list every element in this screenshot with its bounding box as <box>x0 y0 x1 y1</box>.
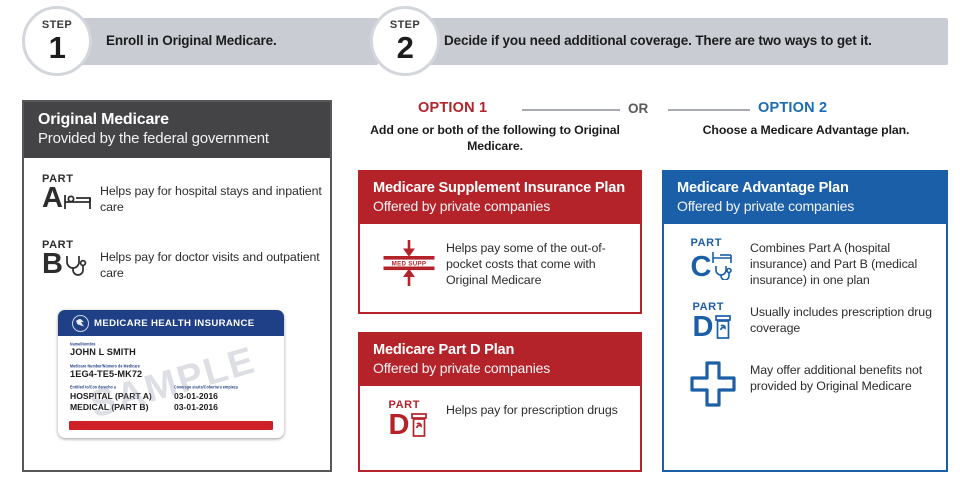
option-divider-left <box>522 109 620 111</box>
med-supp-gap-icon: MED SUPP <box>372 238 446 286</box>
advantage-part-c-description: Combines Part A (hospital insurance) and… <box>750 240 918 287</box>
part-b-letter: B <box>42 248 63 280</box>
original-medicare-panel: Original Medicare Provided by the federa… <box>22 100 332 472</box>
card-name-value: JOHN L SMITH <box>70 346 136 357</box>
card-row-name: MEDICAL (PART B) <box>70 402 149 413</box>
supplement-plan-box: Medicare Supplement Insurance Plan Offer… <box>358 170 642 314</box>
part-d-word: PART <box>388 398 421 411</box>
part-d-title: Medicare Part D Plan <box>373 342 515 358</box>
part-c-mark: PART C <box>676 236 750 283</box>
plus-cross-icon <box>676 360 750 408</box>
part-b-mark: PART B <box>32 239 100 280</box>
pill-bottle-icon <box>409 412 429 438</box>
card-name-label: Name/Nombre <box>70 341 96 348</box>
step-1-badge: STEP 1 <box>22 6 92 76</box>
part-b-row: PART B Helps pay for doctor vi <box>32 240 326 282</box>
part-a-word: PART <box>42 173 74 185</box>
part-a-description: Helps pay for hospital stays and inpatie… <box>100 184 322 214</box>
supplement-item-row: MED SUPP Helps pay some of the out-of-po… <box>360 224 640 288</box>
step-2-bar <box>408 18 948 65</box>
step-header: STEP 1 Enroll in Original Medicare. STEP… <box>0 0 960 86</box>
part-a-row: PART A Helps pay for hospital <box>32 174 326 216</box>
supplement-subtitle: Offered by private companies <box>373 197 551 214</box>
option-divider-right <box>668 109 750 111</box>
card-row-date: 03-01-2016 <box>174 402 218 413</box>
advantage-part-d-mark: PART D <box>676 300 750 344</box>
options-header: OPTION 1 OR OPTION 2 Add one or both of … <box>350 100 950 158</box>
card-coverage-label: Coverage starts/Cobertura empieza <box>174 384 238 391</box>
part-d-plan-box: Medicare Part D Plan Offered by private … <box>358 332 642 472</box>
card-red-stripe <box>69 421 273 430</box>
card-number-block: Medicare Number/Número de Medicare 1EG4-… <box>70 363 284 380</box>
medicare-card-banner: MEDICARE HEALTH INSURANCE <box>58 310 284 336</box>
card-coverage-row: HOSPITAL (PART A) 03-01-2016 <box>70 391 284 402</box>
option-or-label: OR <box>628 101 649 116</box>
medicare-card: MEDICARE HEALTH INSURANCE Name/Nombre JO… <box>58 310 284 438</box>
advantage-part-d-description: Usually includes prescription drug cover… <box>750 304 932 336</box>
step-1-text: Enroll in Original Medicare. <box>106 33 277 48</box>
supplement-description: Helps pay some of the out-of-pocket cost… <box>446 240 606 287</box>
advantage-extra-benefits-row: May offer additional benefits not provid… <box>664 340 946 408</box>
hospital-bed-icon <box>63 189 93 211</box>
step-1-label: STEP <box>41 18 73 31</box>
advantage-subtitle: Offered by private companies <box>677 197 855 214</box>
part-d-letter: D <box>388 408 410 441</box>
step-1-bar <box>60 18 378 65</box>
bed-stethoscope-icon <box>711 250 735 280</box>
original-medicare-title: Original Medicare <box>38 111 169 128</box>
card-coverage-row: MEDICAL (PART B) 03-01-2016 <box>70 402 284 413</box>
step-2-badge: STEP 2 <box>370 6 440 76</box>
stethoscope-icon <box>63 253 91 277</box>
original-medicare-header: Original Medicare Provided by the federa… <box>24 102 330 158</box>
part-c-letter: C <box>690 250 712 283</box>
option-1-subtitle: Add one or both of the following to Orig… <box>370 123 620 154</box>
step-2-text: Decide if you need additional coverage. … <box>444 33 872 48</box>
eagle-seal-icon <box>72 314 89 332</box>
option-2-subtitle: Choose a Medicare Advantage plan. <box>702 123 910 137</box>
part-d-description: Helps pay for prescription drugs <box>446 402 618 417</box>
step-1-number: 1 <box>48 29 66 65</box>
card-name-block: Name/Nombre JOHN L SMITH <box>70 341 284 358</box>
part-c-word: PART <box>690 236 723 249</box>
part-d-item-row: PART D <box>360 386 640 441</box>
part-a-mark: PART A <box>32 173 100 214</box>
step-2-number: 2 <box>396 29 414 65</box>
part-b-description: Helps pay for doctor visits and outpatie… <box>100 250 320 280</box>
advantage-plan-box: Medicare Advantage Plan Offered by priva… <box>662 170 948 472</box>
advantage-part-d-word: PART <box>692 300 725 313</box>
supplement-header: Medicare Supplement Insurance Plan Offer… <box>360 172 640 224</box>
supplement-title: Medicare Supplement Insurance Plan <box>373 180 625 196</box>
part-a-letter: A <box>42 182 63 214</box>
advantage-extra-benefits-description: May offer additional benefits not provid… <box>750 362 923 394</box>
part-d-mark: PART D <box>372 398 446 441</box>
medicare-card-title: MEDICARE HEALTH INSURANCE <box>94 317 255 329</box>
option-2-title: OPTION 2 <box>758 100 828 116</box>
advantage-header: Medicare Advantage Plan Offered by priva… <box>664 172 946 224</box>
card-row-name: HOSPITAL (PART A) <box>70 391 152 402</box>
advantage-part-c-row: PART C <box>664 224 946 288</box>
advantage-part-d-letter: D <box>692 311 714 344</box>
card-row-date: 03-01-2016 <box>174 391 218 402</box>
card-entitled-label: Entitled to/Con derecho a <box>70 384 117 391</box>
pill-bottle-icon <box>713 314 733 340</box>
medicare-card-body: Name/Nombre JOHN L SMITH Medicare Number… <box>58 336 284 426</box>
part-d-header: Medicare Part D Plan Offered by private … <box>360 334 640 386</box>
original-medicare-subtitle: Provided by the federal government <box>38 129 269 147</box>
step-2-label: STEP <box>389 18 421 31</box>
part-d-subtitle: Offered by private companies <box>373 359 551 376</box>
advantage-part-d-row: PART D <box>664 288 946 344</box>
card-coverage-labels: Entitled to/Con derecho a Coverage start… <box>70 384 284 391</box>
part-b-word: PART <box>42 239 74 251</box>
option-1-title: OPTION 1 <box>418 100 488 116</box>
advantage-title: Medicare Advantage Plan <box>677 180 849 196</box>
med-supp-icon-label: MED SUPP <box>392 260 427 267</box>
card-number-value: 1EG4-TE5-MK72 <box>70 368 143 379</box>
card-number-label: Medicare Number/Número de Medicare <box>70 363 140 369</box>
